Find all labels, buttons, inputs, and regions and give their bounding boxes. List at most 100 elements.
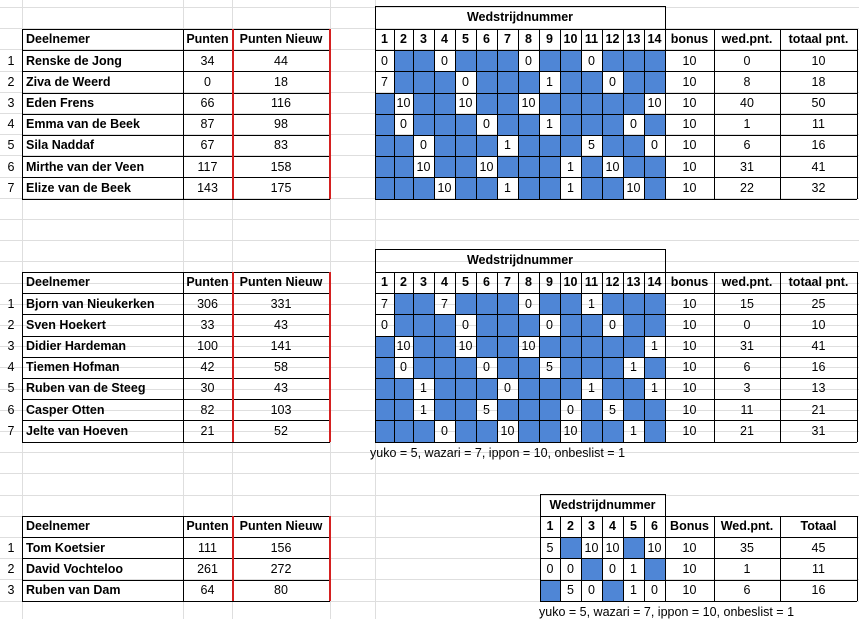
new-points-cell[interactable]: 116 — [271, 95, 291, 110]
match-points-cell[interactable]: 31 — [740, 338, 754, 353]
participant-name[interactable]: Tiemen Hofman — [26, 360, 120, 375]
points-cell[interactable]: 64 — [200, 582, 215, 597]
match-score-cell[interactable] — [581, 558, 602, 580]
match-score-cell[interactable]: 1 — [630, 423, 637, 438]
column-header-match[interactable]: 1 — [546, 519, 554, 534]
new-points-cell[interactable]: 98 — [274, 117, 288, 132]
points-cell[interactable]: 0 — [204, 74, 211, 89]
match-score-cell[interactable] — [455, 293, 476, 315]
new-points-cell[interactable]: 158 — [270, 159, 292, 174]
new-points-cell[interactable]: 43 — [274, 317, 288, 332]
match-score-cell[interactable]: 10 — [437, 180, 452, 195]
match-score-cell[interactable] — [644, 420, 665, 442]
match-score-cell[interactable] — [518, 156, 539, 178]
match-score-cell[interactable] — [497, 92, 518, 114]
match-score-cell[interactable]: 1 — [630, 561, 637, 576]
match-score-cell[interactable] — [413, 113, 434, 135]
match-score-cell[interactable]: 5 — [483, 402, 490, 417]
column-header[interactable]: Deelnemer — [26, 519, 90, 534]
match-score-cell[interactable] — [623, 156, 644, 178]
column-header-match[interactable]: 1 — [381, 275, 388, 290]
column-header-match[interactable]: 2 — [567, 519, 574, 534]
match-score-cell[interactable] — [560, 113, 581, 135]
total-points-cell[interactable]: 45 — [811, 540, 826, 555]
match-points-cell[interactable]: 21 — [740, 423, 754, 438]
match-score-cell[interactable] — [539, 156, 560, 178]
match-score-cell[interactable]: 0 — [381, 53, 388, 68]
participant-name[interactable]: David Vochteloo — [26, 561, 124, 576]
match-score-cell[interactable]: 10 — [605, 159, 620, 174]
match-points-cell[interactable]: 3 — [743, 381, 751, 396]
match-score-cell[interactable] — [413, 71, 434, 93]
column-header-match[interactable]: 13 — [626, 32, 641, 47]
column-header[interactable]: Punten Nieuw — [239, 275, 323, 290]
points-cell[interactable]: 34 — [200, 53, 215, 68]
points-cell[interactable]: 100 — [197, 338, 218, 353]
match-score-cell[interactable] — [623, 399, 644, 421]
bonus-cell[interactable]: 10 — [682, 95, 697, 110]
match-score-cell[interactable] — [602, 177, 623, 199]
match-score-cell[interactable] — [539, 399, 560, 421]
match-score-cell[interactable]: 10 — [605, 540, 620, 555]
participant-name[interactable]: Ruben van Dam — [26, 582, 121, 597]
points-cell[interactable]: 261 — [197, 561, 218, 576]
match-score-cell[interactable]: 5 — [567, 582, 574, 597]
column-header[interactable]: bonus — [670, 275, 709, 290]
match-score-cell[interactable] — [476, 335, 497, 357]
match-score-cell[interactable]: 1 — [588, 296, 595, 311]
match-score-cell[interactable] — [394, 177, 413, 199]
total-points-cell[interactable]: 16 — [811, 582, 826, 597]
match-score-cell[interactable] — [560, 92, 581, 114]
match-score-cell[interactable] — [581, 420, 602, 442]
column-header-match[interactable]: 14 — [647, 275, 662, 290]
match-score-cell[interactable]: 1 — [630, 582, 637, 597]
match-score-cell[interactable]: 0 — [400, 117, 407, 132]
column-header-match[interactable]: 3 — [588, 519, 595, 534]
column-header[interactable]: Punten Nieuw — [239, 519, 323, 534]
match-score-cell[interactable] — [602, 356, 623, 378]
match-score-cell[interactable]: 1 — [420, 402, 427, 417]
total-points-cell[interactable]: 31 — [811, 423, 826, 438]
match-score-cell[interactable] — [455, 420, 476, 442]
points-cell[interactable]: 67 — [200, 138, 215, 153]
bonus-cell[interactable]: 10 — [682, 180, 697, 195]
bonus-cell[interactable]: 10 — [682, 159, 697, 174]
match-score-cell[interactable] — [455, 156, 476, 178]
match-score-cell[interactable] — [434, 113, 455, 135]
match-points-cell[interactable]: 1 — [743, 561, 751, 576]
match-score-cell[interactable] — [560, 293, 581, 315]
match-score-cell[interactable]: 0 — [630, 117, 637, 132]
bonus-cell[interactable]: 10 — [682, 582, 697, 597]
match-score-cell[interactable] — [644, 399, 665, 421]
column-header[interactable]: Punten — [186, 519, 229, 534]
match-score-cell[interactable] — [518, 356, 539, 378]
match-score-cell[interactable] — [476, 50, 497, 72]
match-score-cell[interactable]: 0 — [567, 561, 574, 576]
match-score-cell[interactable] — [560, 50, 581, 72]
column-header-match[interactable]: 12 — [605, 275, 620, 290]
match-score-cell[interactable] — [476, 420, 497, 442]
participant-name[interactable]: Ziva de Weerd — [26, 74, 111, 89]
match-score-cell[interactable] — [602, 92, 623, 114]
match-score-cell[interactable] — [394, 135, 413, 157]
match-score-cell[interactable]: 7 — [441, 296, 448, 311]
participant-name[interactable]: Casper Otten — [26, 402, 105, 417]
match-score-cell[interactable] — [434, 314, 455, 336]
points-cell[interactable]: 33 — [200, 317, 215, 332]
total-points-cell[interactable]: 11 — [812, 117, 825, 132]
column-header-match[interactable]: 6 — [483, 275, 490, 290]
bonus-cell[interactable]: 10 — [682, 296, 697, 311]
match-score-cell[interactable] — [413, 177, 434, 199]
total-points-cell[interactable]: 41 — [811, 159, 826, 174]
match-score-cell[interactable] — [623, 92, 644, 114]
match-score-cell[interactable]: 0 — [609, 317, 616, 332]
match-score-cell[interactable] — [581, 71, 602, 93]
match-score-cell[interactable] — [644, 558, 665, 580]
new-points-cell[interactable]: 175 — [270, 180, 292, 195]
match-score-cell[interactable]: 0 — [462, 317, 469, 332]
column-header-match[interactable]: 12 — [605, 32, 620, 47]
match-score-cell[interactable] — [518, 399, 539, 421]
match-score-cell[interactable] — [375, 113, 394, 135]
match-score-cell[interactable]: 1 — [504, 180, 511, 195]
match-score-cell[interactable] — [581, 156, 602, 178]
